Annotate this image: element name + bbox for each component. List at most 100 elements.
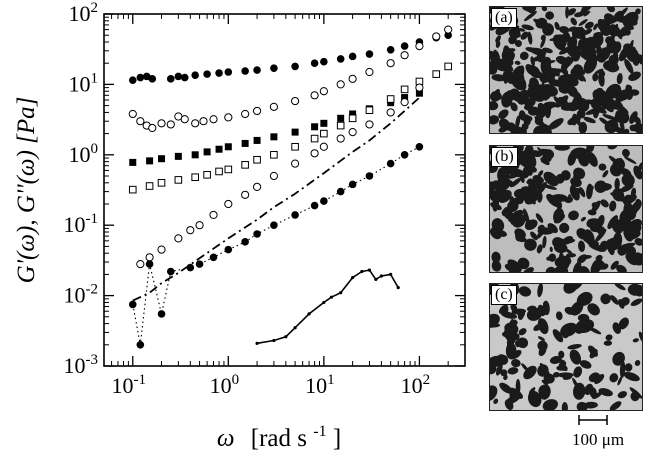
data-point [224,68,233,76]
data-point [336,121,345,130]
aggregate-blob [637,127,642,133]
aggregate-blob [587,185,594,192]
series-2 [128,25,453,133]
data-point [145,253,154,262]
series-8 [255,268,400,345]
aggregate-blob [609,200,617,212]
panel-label: (a) [491,8,517,28]
aggregate-blob [521,363,529,372]
aggregate-blob [634,116,641,125]
data-point [401,94,409,102]
x-axis-unit-exponent: -1 [313,423,326,440]
aggregate-blob [524,146,534,155]
series-4 [128,62,452,194]
aggregate-blob [596,52,607,63]
aggregate-blob [559,26,570,34]
aggregate-blob [493,398,499,405]
aggregate-blob [623,202,628,220]
series-5 [136,83,424,269]
data-point [365,50,374,58]
aggregate-blob [598,388,613,397]
aggregate-blob [558,363,568,372]
data-point [145,260,154,268]
data-point [272,338,276,343]
aggregate-blob [577,313,590,323]
data-point [241,109,250,119]
aggregate-blob [570,147,588,159]
aggregate-blob [506,122,516,132]
data-point [320,129,328,138]
aggregate-blob [618,25,631,37]
aggregate-blob [591,35,602,45]
y-tick-label: 100 [69,141,99,167]
aggregate-blob [609,401,622,410]
aggregate-blob [517,28,526,32]
aggregate-blob [547,223,558,234]
aggregate-blob [629,89,640,96]
aggregate-blob [518,328,527,336]
series-line [132,96,421,302]
aggregate-blob [602,114,618,121]
data-point [186,226,195,235]
aggregate-blob [527,390,542,408]
aggregate-blob [518,93,529,99]
aggregate-blob [555,95,569,108]
aggregate-blob [533,56,539,62]
aggregate-blob [599,21,612,37]
aggregate-blob [566,8,576,16]
y-tick-label: 102 [69,0,99,26]
chart-marks [128,25,453,349]
data-point [209,115,218,124]
x-axis-unit-close: ] [333,425,341,452]
aggregate-blob [497,167,510,184]
aggregate-blob [493,88,501,98]
aggregate-blob [623,43,634,54]
data-point [157,245,166,254]
data-point [351,276,355,280]
data-point [310,59,319,68]
aggregate-blob [546,256,551,261]
data-point [270,221,278,229]
data-point [174,152,182,160]
aggregate-blob [535,125,551,131]
aggregate-blob [552,329,564,343]
data-point [252,106,262,116]
aggregate-blob [548,118,564,130]
aggregate-blob [507,367,519,375]
aggregate-blob [609,373,619,383]
aggregate-blob [600,240,610,250]
aggregate-blob [498,305,506,314]
data-point [209,253,218,262]
aggregate-blob [568,26,578,32]
data-point [129,158,137,166]
data-point [396,285,400,290]
aggregate-blob [526,186,542,198]
data-point [191,119,200,128]
data-point [215,167,223,176]
aggregate-blob [614,188,624,197]
data-point [174,72,183,81]
y-tick-label: 10-1 [64,211,99,237]
aggregate-blob [541,84,558,97]
aggregate-blob [618,317,629,330]
aggregate-blob [526,7,537,14]
aggregate-blob [574,70,582,79]
aggregate-blob [492,189,497,197]
aggregate-blob [490,115,500,125]
micrograph-panel-c: (c) [489,283,643,411]
aggregate-blob [548,253,557,262]
aggregate-blob [510,102,518,112]
aggregate-blob [616,73,623,85]
data-point [224,165,233,174]
aggregate-blob [583,57,598,74]
data-point [128,76,137,84]
aggregate-blob [597,183,612,191]
aggregate-blob [499,382,513,394]
aggregate-blob [491,251,501,263]
data-point [241,67,249,75]
aggregate-blob [513,169,525,178]
tick-labels: 10-1 100 101 102 10-3 10-2 10-1 100 101 102 [64,0,431,398]
aggregate-blob [516,148,523,158]
aggregate-blob [538,384,551,400]
aggregate-blob [605,239,621,251]
